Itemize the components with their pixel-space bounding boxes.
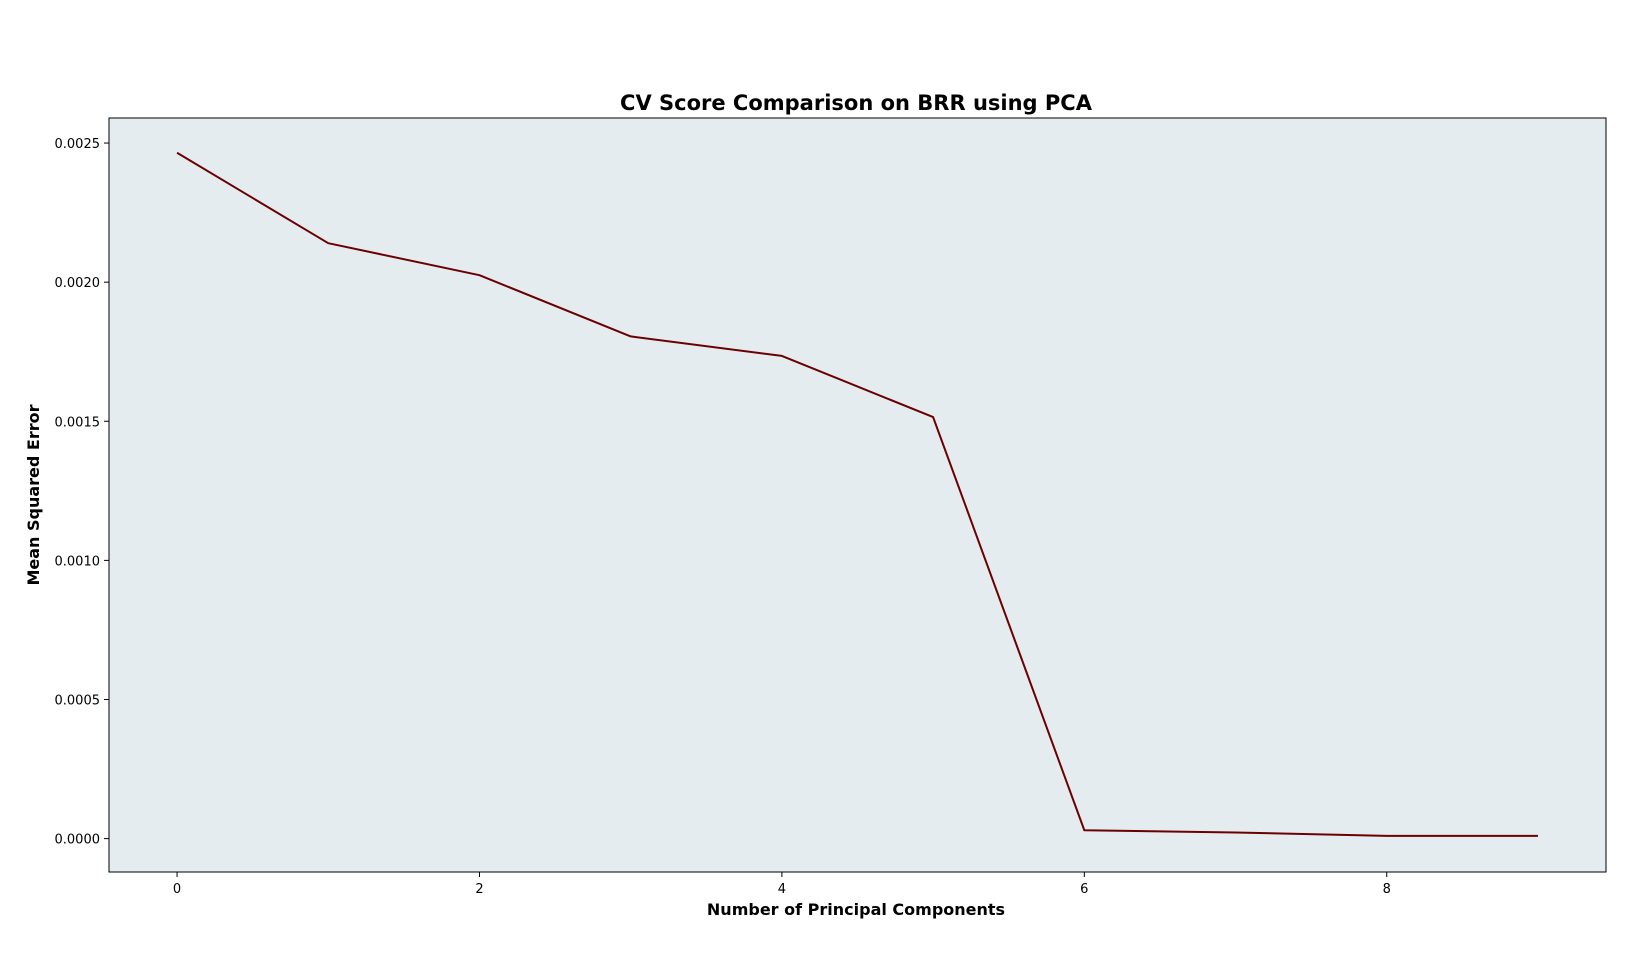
x-tick-label: 8 [1383, 882, 1391, 897]
series-line-mse [176, 151, 1538, 837]
y-tick-label: 0.0020 [55, 276, 101, 291]
y-tick-label: 0.0000 [55, 833, 101, 848]
x-axis-ticks: 0 2 4 6 8 [173, 872, 1391, 897]
x-tick-label: 6 [1080, 882, 1088, 897]
y-tick-label: 0.0005 [55, 693, 101, 708]
y-tick-label: 0.0010 [55, 554, 101, 569]
y-tick-label: 0.0025 [55, 137, 101, 152]
plot-frame [108, 117, 1607, 873]
x-axis-label: Number of Principal Components [707, 900, 1005, 919]
x-tick-label: 4 [778, 882, 786, 897]
y-tick-label: 0.0015 [55, 415, 101, 430]
x-tick-label: 0 [173, 882, 181, 897]
x-tick-label: 2 [475, 882, 483, 897]
y-axis-label: Mean Squared Error [24, 404, 43, 585]
chart-title: CV Score Comparison on BRR using PCA [620, 91, 1093, 115]
y-axis-ticks: 0.0000 0.0005 0.0010 0.0015 0.0020 0.0025 [55, 137, 109, 848]
plot-area [109, 118, 1606, 872]
